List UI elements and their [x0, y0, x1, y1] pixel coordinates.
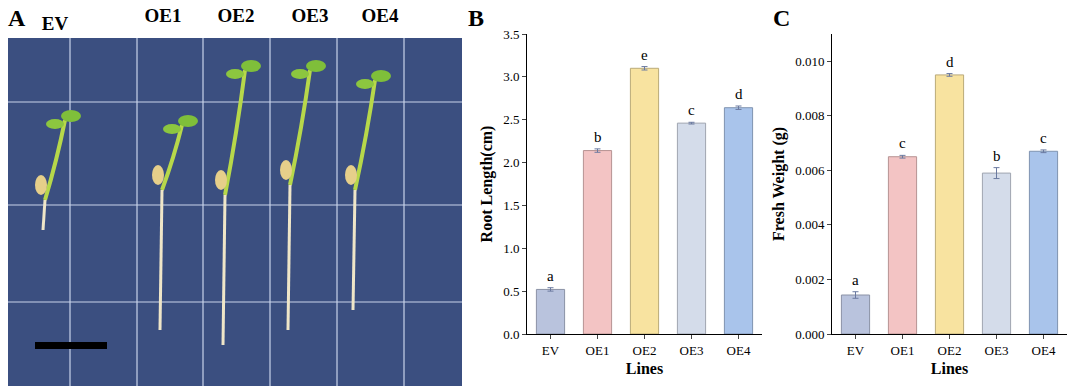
svg-text:OE4: OE4: [362, 5, 399, 26]
svg-text:d: d: [946, 54, 954, 70]
svg-text:c: c: [899, 135, 906, 151]
svg-text:2.5: 2.5: [503, 112, 519, 127]
svg-text:d: d: [735, 86, 743, 102]
svg-text:OE3: OE3: [985, 343, 1009, 358]
svg-text:a: a: [547, 268, 554, 284]
svg-text:0.002: 0.002: [795, 272, 824, 287]
svg-text:OE3: OE3: [680, 343, 704, 358]
svg-text:1.0: 1.0: [503, 241, 519, 256]
svg-text:3.5: 3.5: [503, 27, 519, 42]
svg-text:OE1: OE1: [145, 5, 182, 26]
svg-text:0.0: 0.0: [503, 327, 519, 342]
svg-text:0.004: 0.004: [795, 217, 825, 232]
svg-text:e: e: [641, 47, 648, 63]
svg-text:OE2: OE2: [633, 343, 657, 358]
svg-text:EV: EV: [847, 343, 865, 358]
svg-text:C: C: [773, 5, 790, 31]
svg-text:EV: EV: [42, 13, 69, 34]
svg-text:OE4: OE4: [1032, 343, 1056, 358]
svg-text:2.0: 2.0: [503, 155, 519, 170]
svg-text:Lines: Lines: [626, 360, 663, 377]
svg-text:Root Length(cm): Root Length(cm): [478, 126, 496, 243]
svg-text:0.010: 0.010: [795, 54, 824, 69]
svg-text:c: c: [1040, 130, 1047, 146]
svg-text:0.5: 0.5: [503, 284, 519, 299]
svg-text:0.008: 0.008: [795, 108, 824, 123]
svg-text:c: c: [688, 102, 695, 118]
svg-text:OE2: OE2: [938, 343, 962, 358]
svg-text:A: A: [8, 5, 26, 31]
svg-text:1.5: 1.5: [503, 198, 519, 213]
svg-text:OE3: OE3: [292, 5, 329, 26]
svg-text:Fresh Weight (g): Fresh Weight (g): [770, 127, 788, 241]
svg-text:0.000: 0.000: [795, 327, 824, 342]
svg-text:b: b: [993, 148, 1001, 164]
svg-text:OE1: OE1: [891, 343, 915, 358]
svg-text:Lines: Lines: [931, 360, 968, 377]
svg-text:3.0: 3.0: [503, 69, 519, 84]
svg-text:OE1: OE1: [586, 343, 610, 358]
svg-text:0.006: 0.006: [795, 163, 825, 178]
svg-text:B: B: [468, 5, 484, 31]
svg-text:a: a: [852, 272, 859, 288]
svg-text:b: b: [594, 129, 602, 145]
svg-text:OE2: OE2: [218, 5, 255, 26]
svg-text:EV: EV: [542, 343, 560, 358]
svg-text:OE4: OE4: [727, 343, 751, 358]
